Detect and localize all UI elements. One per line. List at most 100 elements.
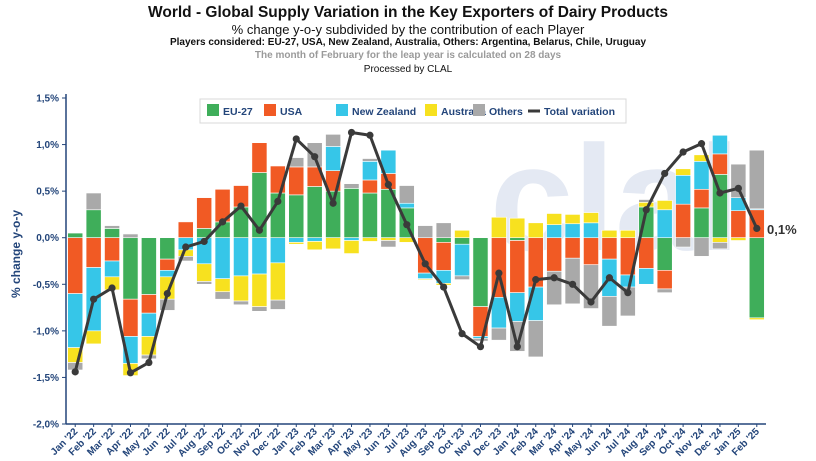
bar-others-1 xyxy=(85,192,102,211)
bar-new-zealand-8 xyxy=(214,237,231,279)
end-value-label: 0,1% xyxy=(767,222,797,237)
legend-label-eu-27: EU-27 xyxy=(223,106,253,118)
bar-usa-33 xyxy=(675,203,691,239)
bar-australia-14 xyxy=(325,237,341,250)
total-point-31 xyxy=(642,206,650,214)
total-point-22 xyxy=(476,343,485,351)
bar-new-zealand-2 xyxy=(104,260,120,278)
total-point-8 xyxy=(218,218,227,226)
bar-new-zealand-19 xyxy=(417,272,434,279)
total-point-21 xyxy=(458,330,466,338)
legend-swatch-usa xyxy=(264,104,276,116)
bar-australia-28 xyxy=(583,212,599,224)
bar-others-9 xyxy=(233,300,249,306)
bar-new-zealand-18 xyxy=(398,202,415,209)
total-point-3 xyxy=(126,369,135,377)
y-tick-label: -1,0% xyxy=(33,326,59,337)
bar-australia-34 xyxy=(693,154,710,162)
y-tick-label: -0,5% xyxy=(33,280,59,291)
bar-australia-7 xyxy=(196,263,213,282)
legend-label-others: Others xyxy=(489,106,523,118)
total-point-28 xyxy=(587,298,595,306)
bar-usa-3 xyxy=(122,298,139,337)
bar-new-zealand-23 xyxy=(491,297,507,329)
bar-australia-15 xyxy=(343,240,360,254)
bar-new-zealand-31 xyxy=(638,268,655,285)
bar-eu-27-5 xyxy=(159,237,176,260)
bar-new-zealand-4 xyxy=(141,312,157,337)
bar-australia-33 xyxy=(675,168,691,176)
bar-australia-25 xyxy=(527,222,544,239)
bar-new-zealand-15 xyxy=(343,237,360,241)
total-point-7 xyxy=(200,237,208,246)
bar-others-7 xyxy=(196,281,213,285)
bar-others-34 xyxy=(693,237,710,257)
bar-eu-27-37 xyxy=(748,237,765,319)
total-point-1 xyxy=(90,295,98,303)
total-point-18 xyxy=(403,221,411,229)
bar-eu-27-12 xyxy=(288,194,305,239)
leap-year-note: The month of February for the leap year … xyxy=(254,50,562,61)
bar-new-zealand-14 xyxy=(325,146,341,171)
bar-eu-27-2 xyxy=(104,228,120,239)
bar-eu-27-24 xyxy=(509,237,526,241)
bar-eu-27-34 xyxy=(693,207,710,239)
players-note: Players considered: EU-27, USA, New Zeal… xyxy=(169,37,647,48)
bar-new-zealand-34 xyxy=(693,161,710,190)
total-point-25 xyxy=(532,276,540,284)
bar-eu-27-20 xyxy=(435,237,452,243)
bar-usa-2 xyxy=(104,237,120,262)
total-point-30 xyxy=(624,289,632,297)
bar-eu-27-15 xyxy=(343,188,360,239)
bar-others-32 xyxy=(656,288,673,293)
total-point-27 xyxy=(568,280,577,288)
bar-usa-29 xyxy=(601,237,618,260)
bar-new-zealand-12 xyxy=(288,237,305,243)
total-point-20 xyxy=(440,283,448,291)
bar-others-36 xyxy=(730,163,747,198)
total-point-6 xyxy=(182,243,190,251)
total-point-23 xyxy=(495,269,503,277)
y-axis-label: % change y-o-y xyxy=(9,210,23,298)
bar-usa-12 xyxy=(288,166,305,196)
y-tick-label: -1,5% xyxy=(33,373,59,384)
bar-new-zealand-33 xyxy=(675,175,691,205)
total-point-29 xyxy=(605,274,614,282)
bar-australia-8 xyxy=(214,278,231,293)
legend-label-total-variation: Total variation xyxy=(544,106,615,118)
total-point-12 xyxy=(292,135,300,143)
bar-new-zealand-11 xyxy=(269,237,286,264)
bar-eu-27-16 xyxy=(362,192,378,239)
total-point-24 xyxy=(513,343,521,351)
total-point-9 xyxy=(237,202,245,210)
bar-usa-7 xyxy=(196,197,213,229)
y-tick-label: 0,5% xyxy=(36,187,59,198)
bar-australia-11 xyxy=(269,262,286,301)
total-point-15 xyxy=(347,128,356,137)
bar-others-35 xyxy=(712,242,728,250)
bar-others-16 xyxy=(362,158,378,162)
bar-new-zealand-13 xyxy=(306,237,323,242)
bar-others-14 xyxy=(325,134,341,147)
bar-eu-27-32 xyxy=(656,237,673,271)
bar-others-18 xyxy=(398,185,415,204)
bar-others-31 xyxy=(638,199,655,203)
bar-usa-35 xyxy=(712,153,728,175)
bar-new-zealand-30 xyxy=(619,274,636,288)
bar-australia-1 xyxy=(85,330,102,345)
bar-usa-36 xyxy=(730,210,747,239)
legend-swatch-others xyxy=(473,104,485,116)
bar-new-zealand-5 xyxy=(159,270,176,278)
bar-australia-13 xyxy=(306,241,323,251)
bar-others-15 xyxy=(343,183,360,189)
bar-usa-0 xyxy=(67,237,84,294)
total-point-16 xyxy=(366,131,374,139)
bar-usa-27 xyxy=(564,237,581,259)
total-line-layer xyxy=(71,128,761,377)
bar-others-37 xyxy=(748,149,765,210)
bar-new-zealand-28 xyxy=(583,222,599,239)
bar-australia-23 xyxy=(491,216,507,239)
bar-australia-35 xyxy=(712,237,728,243)
bar-eu-27-22 xyxy=(472,237,489,307)
